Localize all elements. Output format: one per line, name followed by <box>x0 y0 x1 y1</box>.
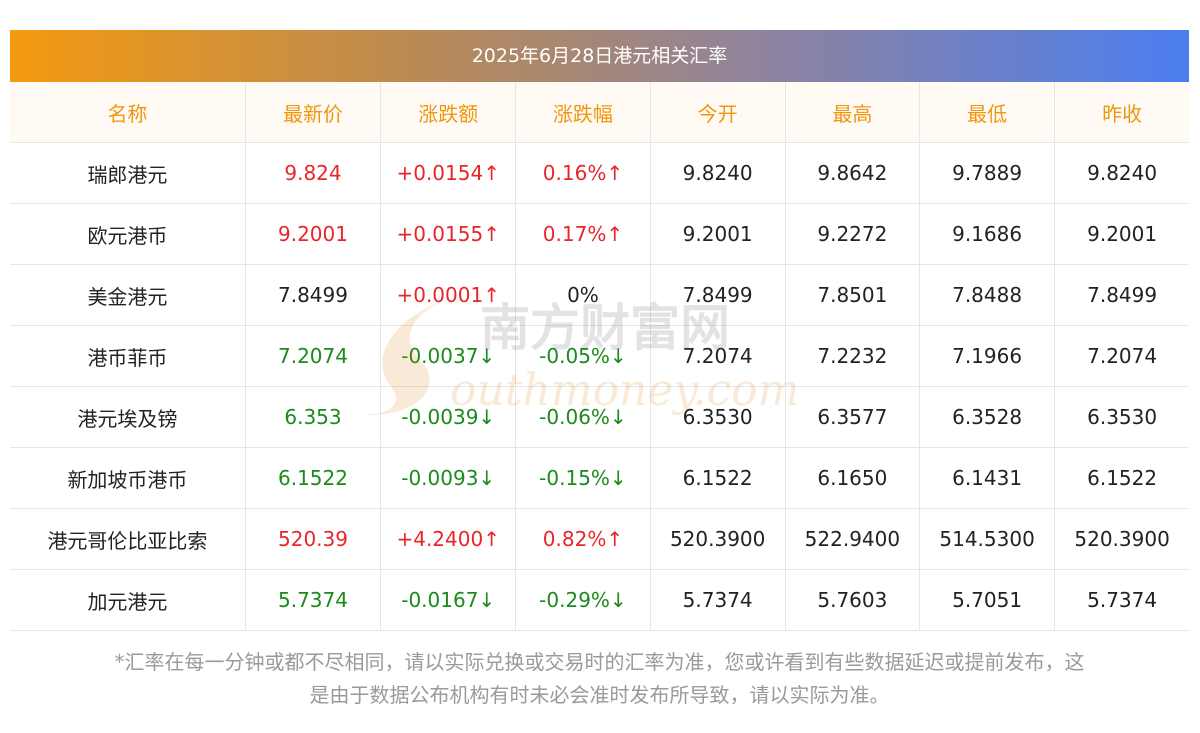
cell-open: 7.2074 <box>650 325 786 387</box>
cell-change: -0.0037↓ <box>380 325 517 387</box>
cell-pct: 0% <box>515 264 651 326</box>
cell-high: 9.2272 <box>785 203 920 265</box>
cell-low: 9.1686 <box>919 203 1056 265</box>
col-header-prev: 昨收 <box>1054 82 1189 143</box>
cell-name: 加元港元 <box>10 569 246 631</box>
cell-open: 520.3900 <box>650 508 786 570</box>
table-row: 加元港元 5.7374 -0.0167↓ -0.29%↓ 5.7374 5.76… <box>10 569 1189 631</box>
cell-change: +4.2400↑ <box>380 508 517 570</box>
cell-latest: 520.39 <box>245 508 382 570</box>
disclaimer-line-2: 是由于数据公布机构有时未必会准时发布所导致，请以实际为准。 <box>309 683 890 707</box>
cell-open: 6.1522 <box>650 447 786 509</box>
cell-latest: 6.1522 <box>245 447 382 509</box>
table-title: 2025年6月28日港元相关汇率 <box>10 30 1189 82</box>
col-header-high: 最高 <box>785 82 920 143</box>
cell-name: 美金港元 <box>10 264 246 326</box>
rates-panel: 2025年6月28日港元相关汇率 名称 最新价 涨跌额 涨跌幅 今开 最高 最低… <box>10 30 1189 631</box>
cell-prev: 7.2074 <box>1054 325 1189 387</box>
cell-prev: 7.8499 <box>1054 264 1189 326</box>
cell-change: +0.0001↑ <box>380 264 517 326</box>
cell-low: 6.1431 <box>919 447 1056 509</box>
disclaimer-note: *汇率在每一分钟或都不尽相同，请以实际兑换或交易时的汇率为准，您或许看到有些数据… <box>10 646 1189 712</box>
cell-prev: 6.1522 <box>1054 447 1189 509</box>
table-row: 瑞郎港元 9.824 +0.0154↑ 0.16%↑ 9.8240 9.8642… <box>10 142 1189 204</box>
cell-name: 港元哥伦比亚比索 <box>10 508 246 570</box>
cell-pct: 0.16%↑ <box>515 142 651 204</box>
cell-high: 6.1650 <box>785 447 920 509</box>
cell-high: 522.9400 <box>785 508 920 570</box>
table-body: 瑞郎港元 9.824 +0.0154↑ 0.16%↑ 9.8240 9.8642… <box>10 142 1189 631</box>
col-header-change: 涨跌额 <box>380 82 517 143</box>
cell-open: 6.3530 <box>650 386 786 448</box>
table-row: 港元哥伦比亚比索 520.39 +4.2400↑ 0.82%↑ 520.3900… <box>10 508 1189 570</box>
cell-prev: 9.2001 <box>1054 203 1189 265</box>
cell-name: 港币菲币 <box>10 325 246 387</box>
cell-latest: 5.7374 <box>245 569 382 631</box>
table-row: 新加坡币港币 6.1522 -0.0093↓ -0.15%↓ 6.1522 6.… <box>10 447 1189 509</box>
cell-name: 瑞郎港元 <box>10 142 246 204</box>
cell-change: -0.0093↓ <box>380 447 517 509</box>
cell-high: 5.7603 <box>785 569 920 631</box>
cell-low: 7.8488 <box>919 264 1056 326</box>
cell-prev: 520.3900 <box>1054 508 1189 570</box>
cell-low: 9.7889 <box>919 142 1056 204</box>
cell-pct: -0.06%↓ <box>515 386 651 448</box>
cell-change: -0.0039↓ <box>380 386 517 448</box>
col-header-open: 今开 <box>650 82 786 143</box>
cell-open: 5.7374 <box>650 569 786 631</box>
table-row: 港元埃及镑 6.353 -0.0039↓ -0.06%↓ 6.3530 6.35… <box>10 386 1189 448</box>
cell-latest: 6.353 <box>245 386 382 448</box>
cell-low: 5.7051 <box>919 569 1056 631</box>
col-header-pct: 涨跌幅 <box>515 82 651 143</box>
cell-change: +0.0155↑ <box>380 203 517 265</box>
table-row: 港币菲币 7.2074 -0.0037↓ -0.05%↓ 7.2074 7.22… <box>10 325 1189 387</box>
cell-name: 欧元港币 <box>10 203 246 265</box>
cell-pct: 0.17%↑ <box>515 203 651 265</box>
cell-prev: 6.3530 <box>1054 386 1189 448</box>
cell-open: 7.8499 <box>650 264 786 326</box>
cell-latest: 7.2074 <box>245 325 382 387</box>
cell-name: 港元埃及镑 <box>10 386 246 448</box>
cell-high: 7.8501 <box>785 264 920 326</box>
cell-prev: 9.8240 <box>1054 142 1189 204</box>
table-row: 欧元港币 9.2001 +0.0155↑ 0.17%↑ 9.2001 9.227… <box>10 203 1189 265</box>
cell-prev: 5.7374 <box>1054 569 1189 631</box>
cell-high: 7.2232 <box>785 325 920 387</box>
cell-high: 9.8642 <box>785 142 920 204</box>
cell-pct: 0.82%↑ <box>515 508 651 570</box>
col-header-latest: 最新价 <box>245 82 382 143</box>
cell-open: 9.8240 <box>650 142 786 204</box>
cell-latest: 7.8499 <box>245 264 382 326</box>
cell-pct: -0.29%↓ <box>515 569 651 631</box>
cell-change: -0.0167↓ <box>380 569 517 631</box>
cell-pct: -0.15%↓ <box>515 447 651 509</box>
cell-change: +0.0154↑ <box>380 142 517 204</box>
cell-low: 514.5300 <box>919 508 1056 570</box>
table-row: 美金港元 7.8499 +0.0001↑ 0% 7.8499 7.8501 7.… <box>10 264 1189 326</box>
col-header-name: 名称 <box>10 82 246 143</box>
cell-latest: 9.2001 <box>245 203 382 265</box>
cell-low: 7.1966 <box>919 325 1056 387</box>
cell-high: 6.3577 <box>785 386 920 448</box>
cell-low: 6.3528 <box>919 386 1056 448</box>
cell-open: 9.2001 <box>650 203 786 265</box>
disclaimer-line-1: *汇率在每一分钟或都不尽相同，请以实际兑换或交易时的汇率为准，您或许看到有些数据… <box>114 650 1085 674</box>
col-header-low: 最低 <box>919 82 1056 143</box>
cell-latest: 9.824 <box>245 142 382 204</box>
cell-name: 新加坡币港币 <box>10 447 246 509</box>
cell-pct: -0.05%↓ <box>515 325 651 387</box>
table-header-row: 名称 最新价 涨跌额 涨跌幅 今开 最高 最低 昨收 <box>10 82 1189 143</box>
rates-table: 名称 最新价 涨跌额 涨跌幅 今开 最高 最低 昨收 瑞郎港元 9.824 +0… <box>10 82 1189 631</box>
